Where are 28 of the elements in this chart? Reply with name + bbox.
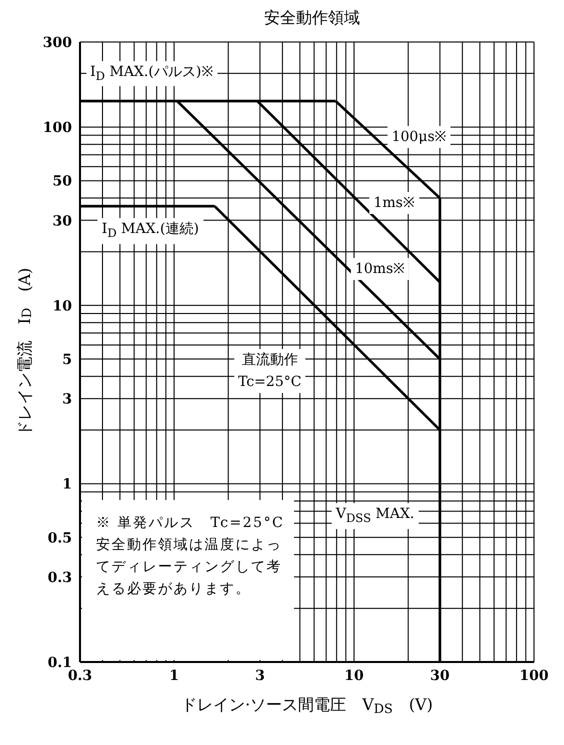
annotation: 1ms※ <box>373 194 415 211</box>
annotation: I$_{D}$ MAX.(連続) <box>102 221 199 240</box>
note-panel: ※ 単発パルス Tc=25°C 安全動作領域は温度によってディレーティングして考える必要があります。 <box>82 500 294 660</box>
y-tick-label: 0.1 <box>48 654 72 671</box>
y-tick-label: 1 <box>62 476 72 493</box>
annotation: V$_{DSS}$ MAX. <box>336 506 414 526</box>
annotation: 安全動作領域は温度によってディレーティングして考える必要があります。 <box>96 537 282 597</box>
y-tick-label: 50 <box>52 174 72 190</box>
x-tick-label: 30 <box>430 668 450 684</box>
annotation: 100μs※ <box>392 128 447 145</box>
text: ドレイン·ソース間電圧 V$_{DS}$ (V) <box>181 695 433 718</box>
y-tick-label: 30 <box>52 213 72 230</box>
annotation: 10ms※ <box>354 260 406 277</box>
x-tick-label: 10 <box>344 668 364 684</box>
chart-title: 安全動作領域 <box>264 8 360 27</box>
x-tick-label: 3 <box>255 668 265 684</box>
x-tick-label: 1 <box>169 668 179 684</box>
annotation: 直流動作 Tc=25°C <box>238 352 302 390</box>
y-tick-label: 5 <box>62 352 72 368</box>
y-tick-label: 100 <box>42 120 72 136</box>
y-tick-label: 0.5 <box>48 530 72 546</box>
y-tick-label: 300 <box>42 34 72 51</box>
x-tick-label: 100 <box>519 668 549 684</box>
annotation: ※ 単発パルス Tc=25°C <box>96 515 284 531</box>
y-tick-label: 0.3 <box>48 570 72 586</box>
y-tick-label: 3 <box>62 392 72 408</box>
y-tick-label: 10 <box>52 298 72 314</box>
annotation: I$_{D}$ MAX.(パルス)※ <box>90 64 214 83</box>
